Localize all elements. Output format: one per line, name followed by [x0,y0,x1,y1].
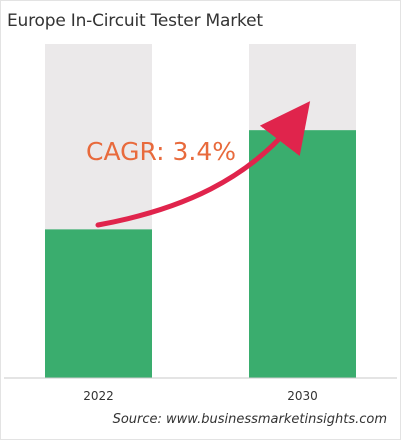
chart-title: Europe In-Circuit Tester Market [7,11,263,31]
bar-2022 [45,229,152,378]
cagr-arrow [95,101,311,228]
x-tick-label-2022: 2022 [83,389,114,403]
source-credit: Source: www.businessmarketinsights.com [112,412,387,427]
bar-2030 [249,130,356,378]
cagr-label: CAGR: 3.4% [86,137,236,166]
x-tick-label-2030: 2030 [287,389,318,403]
